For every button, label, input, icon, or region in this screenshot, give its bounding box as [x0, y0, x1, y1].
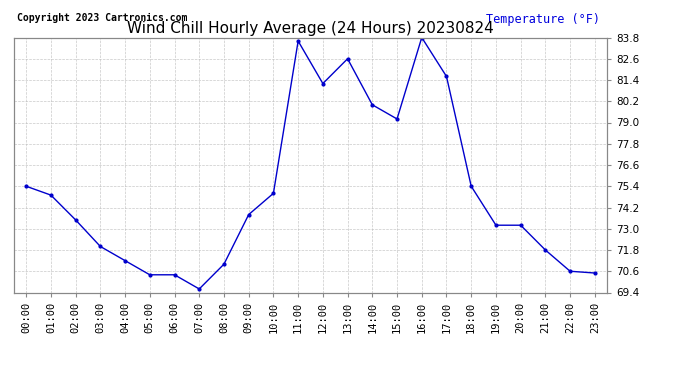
Text: Copyright 2023 Cartronics.com: Copyright 2023 Cartronics.com	[17, 12, 187, 22]
Text: Temperature (°F): Temperature (°F)	[486, 12, 600, 26]
Title: Wind Chill Hourly Average (24 Hours) 20230824: Wind Chill Hourly Average (24 Hours) 202…	[127, 21, 494, 36]
